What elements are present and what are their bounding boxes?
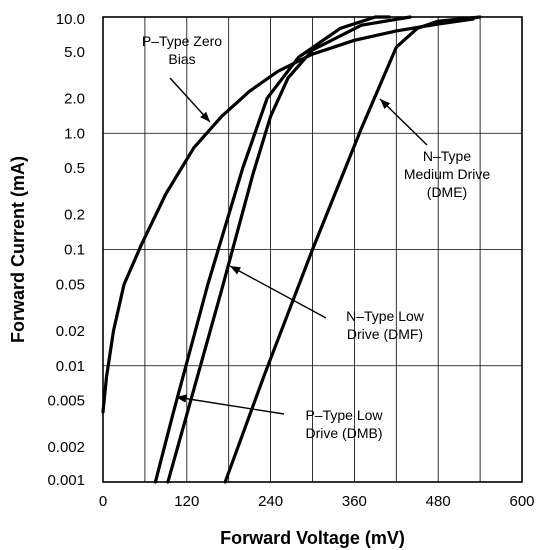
annotation-arrowhead [200,111,210,122]
annotation-label: P–Type Zero Bias [142,33,222,67]
y-tick-label: 0.02 [56,323,85,340]
annotation-line: (DME) [427,184,467,200]
y-tick-label: 0.1 [64,242,85,259]
x-axis-title: Forward Voltage (mV) [220,528,405,548]
annotation-line: Medium Drive [404,166,491,182]
annotation-label: P–Type Low Drive (DMB) [305,407,383,441]
x-tick-label: 600 [509,493,534,510]
y-tick-label: 5.0 [64,44,85,61]
annotation-arrow-line [175,396,285,415]
y-tick-label: 0.001 [47,472,85,489]
x-tick-label: 120 [174,493,199,510]
annotation-line: P–Type Low [305,407,383,423]
annotation-label: N–Type Medium Drive (DME) [404,148,491,200]
series-line-4 [223,15,482,484]
y-tick-label: 10.0 [56,11,85,28]
annotation-arrow-line [229,265,327,319]
annotation-line: P–Type Zero [142,33,222,49]
annotation-arrowhead [176,394,187,403]
annotation-arrows [169,77,428,415]
x-tick-label: 360 [342,493,367,510]
plot-frame [102,16,523,483]
annotation-line: Bias [168,51,195,67]
y-axis-title: Forward Current (mA) [8,156,28,343]
annotation-line: Drive (DMB) [306,425,383,441]
x-tick-labels: 0 120 240 360 480 600 [99,493,535,510]
y-tick-label: 1.0 [64,125,85,142]
series-curves [101,15,482,484]
y-tick-label: 0.002 [47,439,85,456]
series-line-2 [153,15,391,484]
y-tick-label: 0.05 [56,276,85,293]
annotation-label: N–Type Low Drive (DMF) [346,308,425,342]
x-tick-label: 0 [99,493,107,510]
y-tick-label: 0.005 [47,393,85,410]
y-tick-label: 2.0 [64,90,85,107]
annotation-line: N–Type [423,148,471,164]
annotation-line: N–Type Low [346,308,425,324]
y-tick-labels: 10.0 5.0 2.0 1.0 0.5 0.2 0.1 0.05 0.02 0.01 0.005 0… [47,11,85,489]
annotation-arrow-line [379,98,428,146]
series-line-3 [166,15,412,484]
x-tick-label: 240 [258,493,283,510]
x-tick-label: 480 [426,493,451,510]
y-tick-label: 0.01 [56,358,85,375]
annotation-arrowhead [380,99,391,110]
annotation-line: Drive (DMF) [347,326,423,342]
annotation-arrowhead [230,266,241,275]
series-line-1 [101,17,475,414]
y-tick-label: 0.5 [64,160,85,177]
y-tick-label: 0.2 [64,207,85,224]
